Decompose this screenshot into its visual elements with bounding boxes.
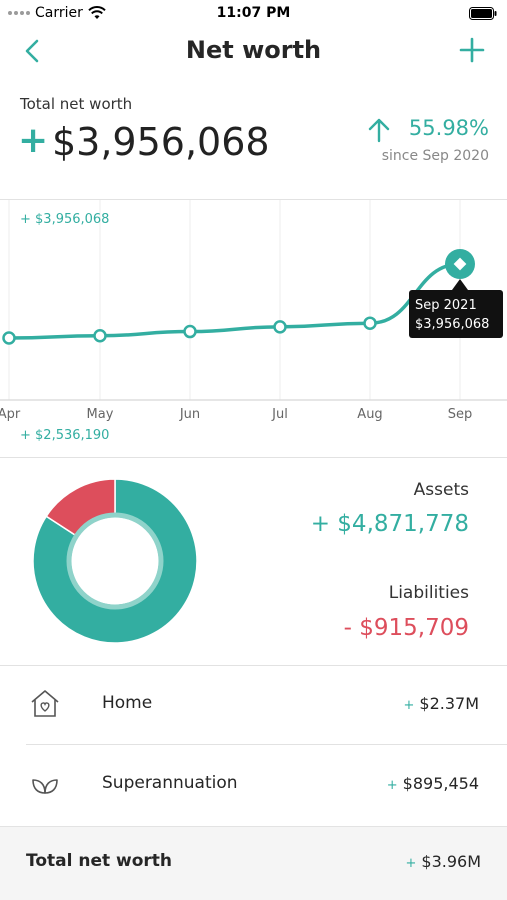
change-since: since Sep 2020 <box>381 148 489 164</box>
status-left: Carrier <box>8 5 106 21</box>
data-point <box>273 320 287 334</box>
leaf-icon <box>32 779 58 794</box>
summary-value: $3,956,068 <box>52 120 270 164</box>
data-point <box>363 316 377 330</box>
donut-hole <box>72 518 158 604</box>
value-sign: + <box>386 778 398 793</box>
page-title: Net worth <box>185 36 322 64</box>
donut-inner-ring <box>66 512 164 610</box>
value-amount: $2.37M <box>419 694 479 713</box>
signal-icon <box>8 11 30 15</box>
list-item-value: + $2.37M <box>403 694 479 713</box>
data-point <box>93 328 107 343</box>
value-amount: $895,454 <box>402 774 479 793</box>
x-tick-label: Apr <box>0 407 21 422</box>
list-item-home[interactable]: Home + $2.37M <box>0 665 507 745</box>
change-percent: 55.98% <box>408 116 489 140</box>
net-worth-chart[interactable]: Apr May Jun Jul Aug Sep Sep 2021 $3,956,068 + $… <box>0 200 507 458</box>
divider <box>0 457 507 458</box>
donut-chart[interactable] <box>32 478 198 644</box>
total-bar: Total net worth + $3.96M <box>0 826 507 900</box>
list-item-label: Superannuation <box>102 773 238 793</box>
status-time: 11:07 PM <box>216 5 291 21</box>
summary-sign: + <box>18 120 49 161</box>
divider <box>0 665 507 666</box>
tooltip-title: Sep 2021 <box>415 298 477 313</box>
chart-tooltip <box>409 290 503 338</box>
x-tick-label: Jun <box>179 407 200 422</box>
house-heart-icon <box>31 690 59 717</box>
series-line <box>7 262 462 340</box>
liabilities-value: - $915,709 <box>343 615 469 641</box>
liabilities-label: Liabilities <box>388 583 469 603</box>
list-item-label: Home <box>102 693 153 713</box>
summary-label: Total net worth <box>20 95 133 113</box>
assets-label: Assets <box>413 480 469 500</box>
selected-point-center <box>453 257 467 271</box>
data-point <box>183 324 197 339</box>
chart-min-label: + $2,536,190 <box>20 428 110 443</box>
net-worth-summary: Total net worth + $3,956,068 55.98% sinc… <box>0 90 507 200</box>
x-tick-label: May <box>87 407 114 422</box>
battery-icon <box>469 7 497 20</box>
value-sign: + <box>403 698 415 713</box>
tooltip-pointer <box>452 279 468 290</box>
chart-max-label: + $3,956,068 <box>20 212 110 227</box>
status-bar: Carrier 11:07 PM <box>0 0 507 28</box>
wifi-icon <box>88 6 106 19</box>
x-tick-label: Aug <box>357 407 382 422</box>
x-tick-label: Jul <box>271 407 288 422</box>
total-label: Total net worth <box>26 851 173 871</box>
chart-canvas[interactable]: Apr May Jun Jul Aug Sep Sep 2021 $3,956,068 <box>0 200 507 458</box>
tooltip-value: $3,956,068 <box>415 317 489 332</box>
total-value: + $3.96M <box>405 852 481 871</box>
data-point <box>2 331 16 345</box>
value-amount: $3.96M <box>421 852 481 871</box>
divider <box>26 744 507 745</box>
assets-liabilities-section: Assets + $4,871,778 Liabilities - $915,7… <box>0 458 507 665</box>
divider <box>0 199 507 200</box>
nav-bar: Net worth <box>0 28 507 74</box>
carrier-name: Carrier <box>35 5 83 21</box>
list-item-superannuation[interactable]: Superannuation + $895,454 <box>0 745 507 825</box>
add-button[interactable] <box>459 37 485 63</box>
assets-value: + $4,871,778 <box>310 511 469 537</box>
arrow-up-icon <box>368 118 390 143</box>
x-tick-label: Sep <box>448 407 473 422</box>
value-sign: + <box>405 856 417 871</box>
list-item-value: + $895,454 <box>387 774 479 793</box>
back-button[interactable] <box>20 36 46 66</box>
